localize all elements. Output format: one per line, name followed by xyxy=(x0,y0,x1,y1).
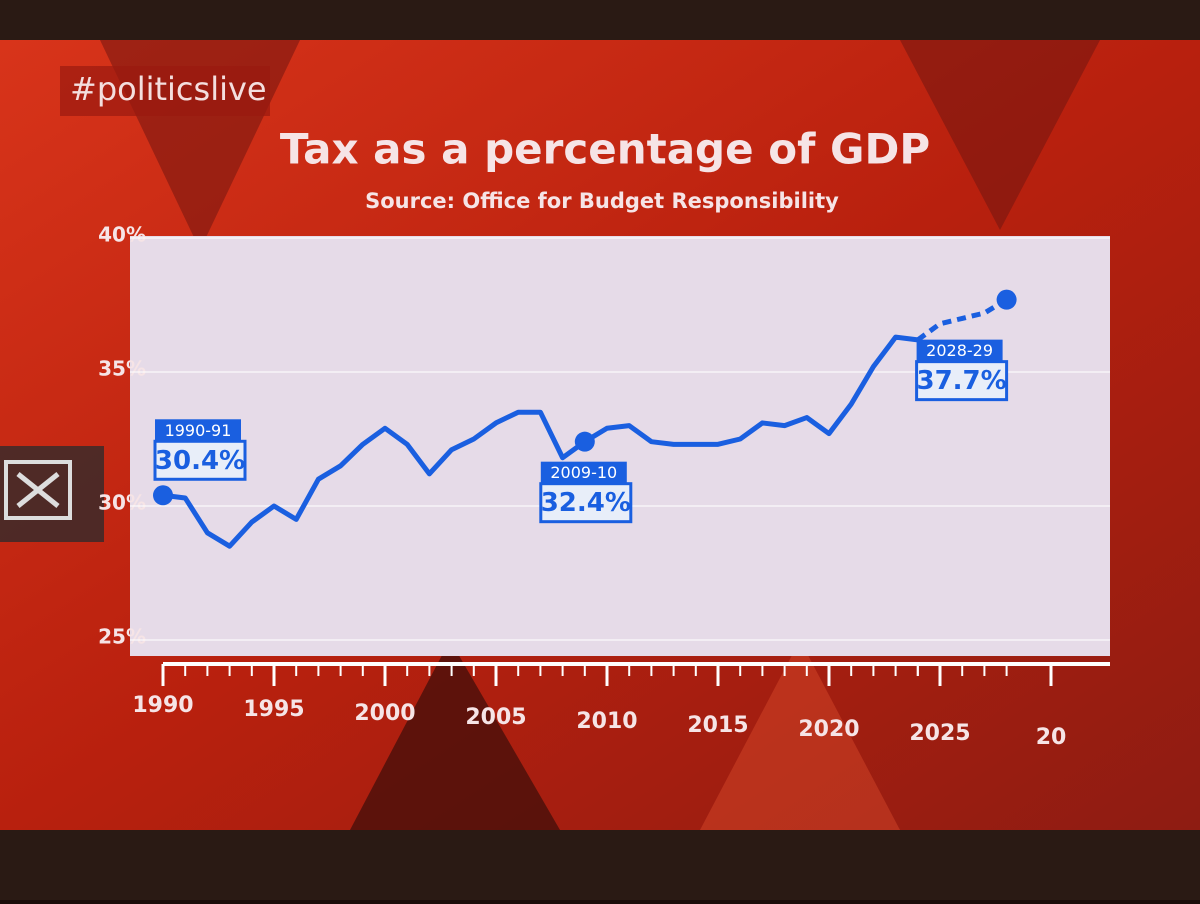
bg-shape xyxy=(900,40,1100,230)
annotation-period: 2028-29 xyxy=(926,341,993,360)
bg-shape xyxy=(350,640,560,830)
data-line xyxy=(916,297,1008,342)
annotation-value: 30.4% xyxy=(155,446,245,476)
annotation-period-box xyxy=(155,419,241,442)
x-tick-label: 2005 xyxy=(465,705,526,730)
x-tick-label: 2020 xyxy=(798,717,859,742)
annotation-value: 32.4% xyxy=(541,488,631,518)
x-tick-label: 2025 xyxy=(909,721,970,746)
chart-title: Tax as a percentage of GDP xyxy=(280,125,930,174)
bg-shape xyxy=(700,640,900,830)
mute-icon xyxy=(4,460,72,520)
annotation-period-box xyxy=(916,339,1003,362)
hashtag: #politicslive xyxy=(70,70,267,108)
annotation-value-box xyxy=(915,360,1009,402)
annotation-period: 1990-91 xyxy=(165,421,232,440)
x-tick-label: 2015 xyxy=(687,713,748,738)
annotation-period: 2009-10 xyxy=(550,463,617,482)
data-line xyxy=(162,334,919,549)
x-tick-label: 20 xyxy=(1036,725,1067,750)
plot-area xyxy=(130,236,1110,656)
mute-icon-cross xyxy=(16,472,60,508)
annotation-value-box xyxy=(153,439,247,481)
annotation-period-box xyxy=(540,461,627,484)
x-tick-label: 2000 xyxy=(354,701,415,726)
y-tick-label: 35% xyxy=(98,357,146,381)
annotation-value: 37.7% xyxy=(916,366,1006,396)
annotation-marker xyxy=(574,431,595,452)
x-tick-label: 1995 xyxy=(243,697,304,722)
chart-subtitle: Source: Office for Budget Responsibility xyxy=(365,189,839,213)
annotation-marker xyxy=(153,485,173,506)
annotation-value-box xyxy=(539,482,633,524)
y-tick-label: 25% xyxy=(98,625,146,649)
x-tick-label: 2010 xyxy=(576,709,637,734)
y-tick-label: 30% xyxy=(98,491,146,515)
hashtag-box xyxy=(60,66,270,116)
y-tick-label: 40% xyxy=(98,223,146,247)
x-tick-label: 1990 xyxy=(132,693,193,718)
annotation-marker xyxy=(996,289,1017,310)
